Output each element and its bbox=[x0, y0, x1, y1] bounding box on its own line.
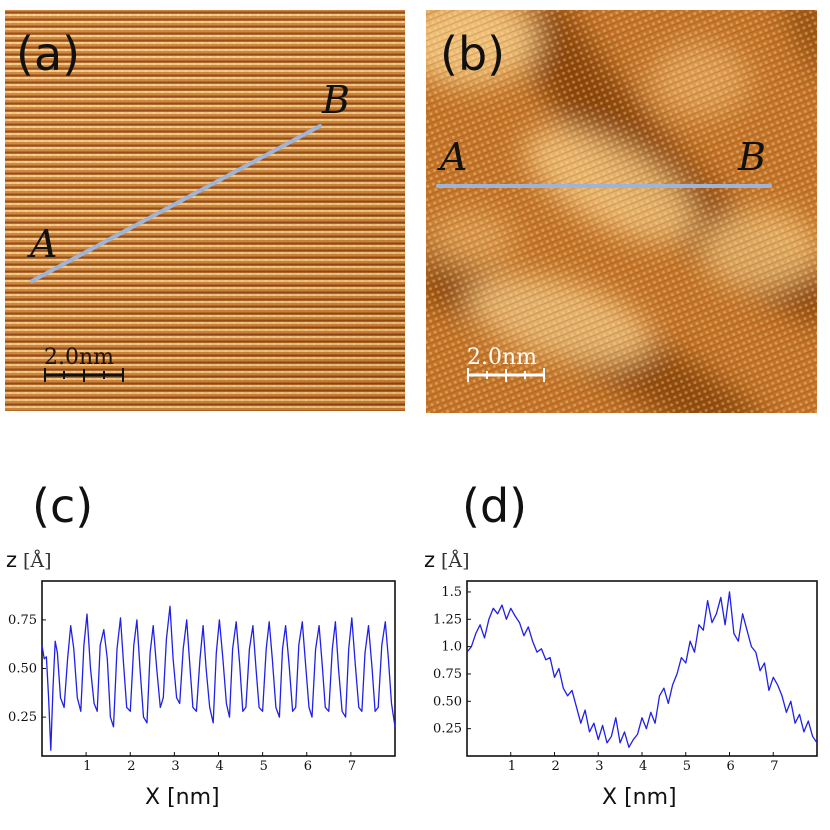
scale-bar-b: 2.0nm bbox=[467, 345, 545, 382]
y-tick-label-c: 0.25 bbox=[8, 710, 37, 725]
y-tick-label-d: 0.75 bbox=[433, 667, 462, 682]
x-tick-label-d: 6 bbox=[727, 759, 735, 774]
x-tick-label-c: 2 bbox=[127, 759, 135, 774]
line-profile-chart-d: z [Å] X [nm] 1 2 3 4 5 6 7 0.25 0.50 0.75 1.0 1.25 1.5 bbox=[424, 548, 818, 810]
point-b-label-b: B bbox=[737, 135, 766, 179]
point-a-label-b: A bbox=[437, 135, 467, 179]
scale-bar-a: 2.0nm bbox=[44, 345, 124, 382]
panel-b: (b) A B 2.0nm bbox=[426, 10, 817, 413]
y-tick-label-c: 0.75 bbox=[8, 613, 37, 628]
x-tick-label-d: 1 bbox=[508, 759, 516, 774]
scale-bar-label-b: 2.0nm bbox=[467, 345, 537, 370]
y-axis-unit-c: [Å] bbox=[23, 550, 52, 572]
x-tick-label-c: 4 bbox=[216, 759, 224, 774]
scale-bar-label-a: 2.0nm bbox=[44, 345, 114, 370]
profile-line-a bbox=[30, 124, 322, 283]
x-tick-label-d: 2 bbox=[552, 759, 560, 774]
x-tick-label-d: 5 bbox=[683, 759, 691, 774]
y-tick-label-d: 1.5 bbox=[441, 585, 462, 600]
panel-label-c: (c) bbox=[32, 479, 93, 533]
point-a-label-a: A bbox=[27, 222, 57, 266]
x-tick-label-c: 1 bbox=[83, 759, 91, 774]
profile-trace-c bbox=[41, 605, 396, 751]
panel-c: (c) z [Å] X [nm] 1 2 3 4 5 6 7 0.25 0.50 0.75 bbox=[6, 479, 396, 810]
panel-label-b: (b) bbox=[440, 27, 505, 81]
y-tick-label-c: 0.50 bbox=[8, 662, 37, 677]
y-axis-unit-d: [Å] bbox=[441, 550, 470, 572]
x-tick-label-d: 3 bbox=[595, 759, 603, 774]
x-tick-label-d: 7 bbox=[770, 759, 778, 774]
plot-frame-c bbox=[41, 580, 396, 757]
y-tick-label-d: 0.50 bbox=[433, 694, 462, 709]
y-tick-label-d: 1.25 bbox=[433, 612, 462, 627]
y-tick-label-d: 1.0 bbox=[441, 640, 462, 655]
y-axis-title-d: z bbox=[424, 548, 435, 572]
plot-frame-d bbox=[466, 580, 818, 757]
x-axis-title-d: X [nm] bbox=[602, 785, 677, 810]
x-tick-label-c: 7 bbox=[348, 759, 356, 774]
panel-label-d: (d) bbox=[462, 479, 527, 533]
y-axis-title-c: z bbox=[6, 548, 17, 572]
x-tick-label-c: 5 bbox=[260, 759, 268, 774]
y-tick-label-d: 0.25 bbox=[433, 722, 462, 737]
panel-d: (d) z [Å] X [nm] 1 2 3 4 5 6 7 0.25 0.50 0.75 1.0 1.25… bbox=[424, 479, 818, 810]
x-tick-label-c: 3 bbox=[171, 759, 179, 774]
line-profile-chart-c: z [Å] X [nm] 1 2 3 4 5 6 7 0.25 0.50 0.75 bbox=[6, 548, 396, 810]
x-axis-title-c: X [nm] bbox=[145, 785, 220, 810]
panel-a: (a) A B 2.0nm bbox=[5, 10, 405, 411]
panel-label-a: (a) bbox=[16, 27, 80, 81]
profile-trace-d bbox=[466, 591, 818, 748]
point-b-label-a: B bbox=[321, 78, 350, 122]
x-tick-label-c: 6 bbox=[304, 759, 312, 774]
x-tick-label-d: 4 bbox=[639, 759, 647, 774]
